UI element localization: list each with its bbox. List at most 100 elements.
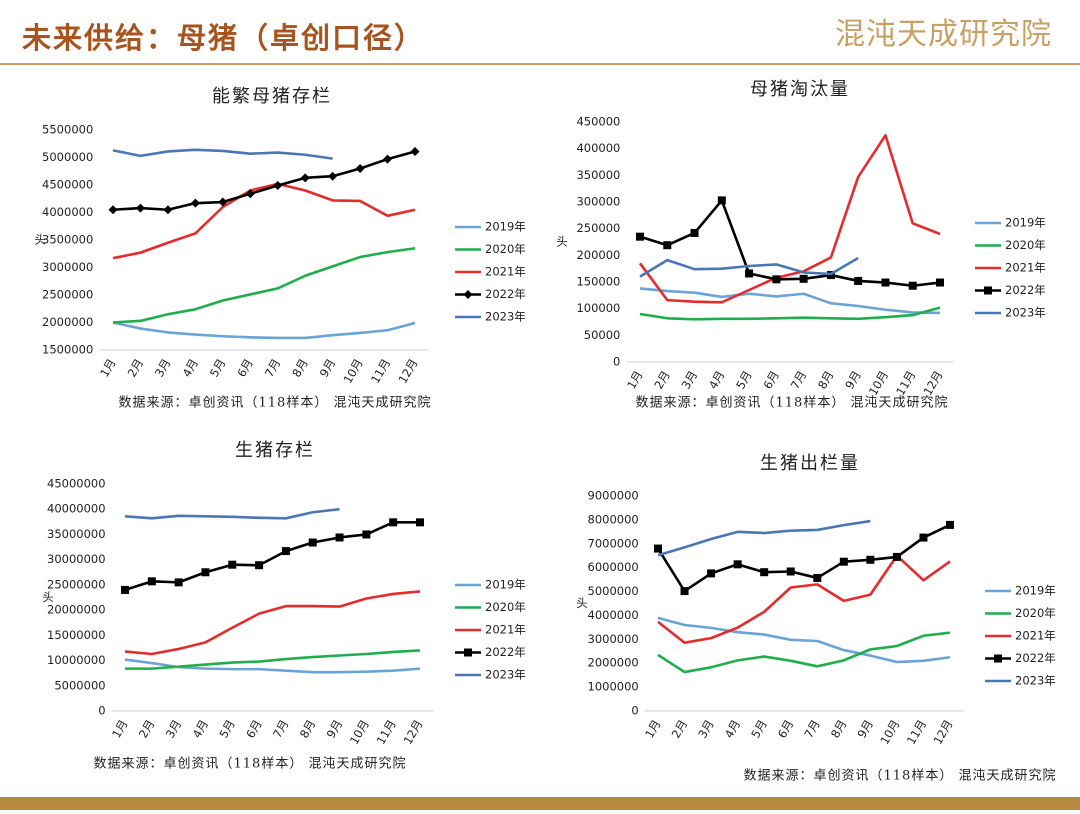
series-line: [112, 182, 416, 260]
x-tick-label: 2月: [125, 356, 147, 379]
point: [383, 154, 393, 164]
legend-label: 2023年: [1015, 674, 1056, 688]
x-tick-label: 4月: [706, 368, 728, 391]
legend-label: 2021年: [485, 265, 526, 279]
x-tick-label: 5月: [733, 368, 755, 391]
x-tick-label: 12月: [920, 368, 945, 398]
x-tick-label: 9月: [324, 717, 346, 740]
y-tick-label: 35000000: [47, 527, 106, 541]
point: [636, 232, 644, 241]
x-tick-label: 9月: [842, 368, 864, 391]
x-tick-label: 11月: [904, 717, 929, 747]
y-tick-label: 30000000: [47, 552, 106, 566]
x-tick-label: 1月: [624, 368, 646, 391]
y-tick-label: 4000000: [42, 205, 93, 219]
point: [245, 189, 255, 199]
source-note: 数据来源：卓创资讯（118样本） 混沌天成研究院: [94, 757, 407, 772]
y-axis-label: 头: [34, 233, 46, 247]
series-line: [112, 150, 416, 212]
legend-label: 2022年: [485, 287, 526, 301]
series-line: [657, 554, 951, 644]
point: [108, 205, 118, 215]
chart-title: 生猪存栏: [235, 440, 315, 461]
point: [389, 518, 398, 527]
point: [799, 274, 808, 283]
y-tick-label: 25000000: [47, 577, 106, 591]
point: [273, 181, 283, 191]
x-tick-label: 11月: [368, 356, 393, 386]
x-tick-label: 2月: [136, 717, 158, 740]
y-tick-label: 1500000: [42, 343, 93, 357]
point: [866, 555, 875, 564]
y-tick-label: 8000000: [588, 512, 639, 526]
point: [946, 520, 954, 529]
point: [717, 196, 726, 205]
x-tick-label: 12月: [395, 356, 420, 386]
footer-bar: [0, 797, 1080, 810]
y-tick-label: 6000000: [588, 560, 639, 574]
x-tick-label: 11月: [893, 368, 918, 398]
y-tick-label: 2500000: [42, 288, 93, 302]
x-tick-label: 10月: [347, 717, 372, 747]
legend-label: 2023年: [485, 668, 526, 682]
legend-label: 2022年: [1015, 651, 1056, 665]
series-line: [639, 287, 941, 315]
point: [218, 197, 228, 207]
y-tick-label: 3000000: [588, 632, 639, 646]
x-tick-label: 8月: [289, 356, 311, 379]
x-tick-label: 9月: [317, 356, 339, 379]
legend-label: 2019年: [1005, 216, 1046, 230]
point: [892, 552, 901, 561]
series-line: [638, 134, 941, 304]
point: [745, 269, 754, 278]
point: [786, 567, 795, 576]
source-note: 数据来源：卓创资讯（118样本） 混沌天成研究院: [636, 396, 949, 411]
point: [936, 278, 944, 287]
y-tick-label: 5000000: [42, 150, 93, 164]
y-tick-label: 0: [98, 704, 105, 718]
series-line: [639, 199, 941, 288]
y-tick-label: 50000: [584, 328, 621, 342]
x-tick-label: 3月: [679, 368, 701, 391]
legend-label: 2019年: [485, 220, 526, 234]
x-tick-label: 1月: [642, 717, 664, 740]
legend-label: 2021年: [1015, 629, 1056, 643]
y-tick-label: 5500000: [42, 123, 93, 137]
series-line: [124, 590, 421, 656]
point: [772, 275, 781, 284]
point: [362, 530, 371, 539]
y-tick-label: 400000: [576, 141, 620, 155]
legend-label: 2020年: [485, 600, 526, 614]
point: [228, 560, 237, 569]
y-axis-label: 头: [576, 596, 588, 610]
series-line: [639, 256, 859, 278]
y-tick-label: 0: [613, 355, 620, 369]
legend-label: 2020年: [1005, 238, 1046, 252]
point: [174, 578, 183, 587]
point: [760, 568, 769, 577]
x-tick-label: 1月: [97, 356, 119, 379]
point: [328, 171, 338, 181]
x-tick-label: 10月: [866, 368, 891, 398]
legend-marker: [984, 286, 992, 295]
legend-label: 2021年: [1005, 261, 1046, 275]
series-line: [112, 246, 416, 324]
y-tick-label: 10000000: [47, 653, 106, 667]
y-tick-label: 5000000: [588, 584, 639, 598]
series-line: [124, 507, 340, 520]
point: [839, 557, 848, 566]
x-tick-label: 10月: [877, 717, 902, 747]
point: [308, 538, 317, 547]
y-tick-label: 4500000: [42, 178, 93, 192]
point: [163, 205, 173, 215]
y-tick-label: 7000000: [588, 536, 639, 550]
x-tick-label: 6月: [775, 717, 797, 740]
x-tick-label: 3月: [163, 717, 185, 740]
x-tick-label: 2月: [651, 368, 673, 391]
x-tick-label: 4月: [190, 717, 212, 740]
y-tick-label: 2000000: [588, 656, 639, 670]
chart-title: 生猪出栏量: [760, 453, 860, 474]
point: [335, 533, 344, 542]
point: [410, 146, 420, 156]
legend-label: 2023年: [1005, 306, 1046, 320]
